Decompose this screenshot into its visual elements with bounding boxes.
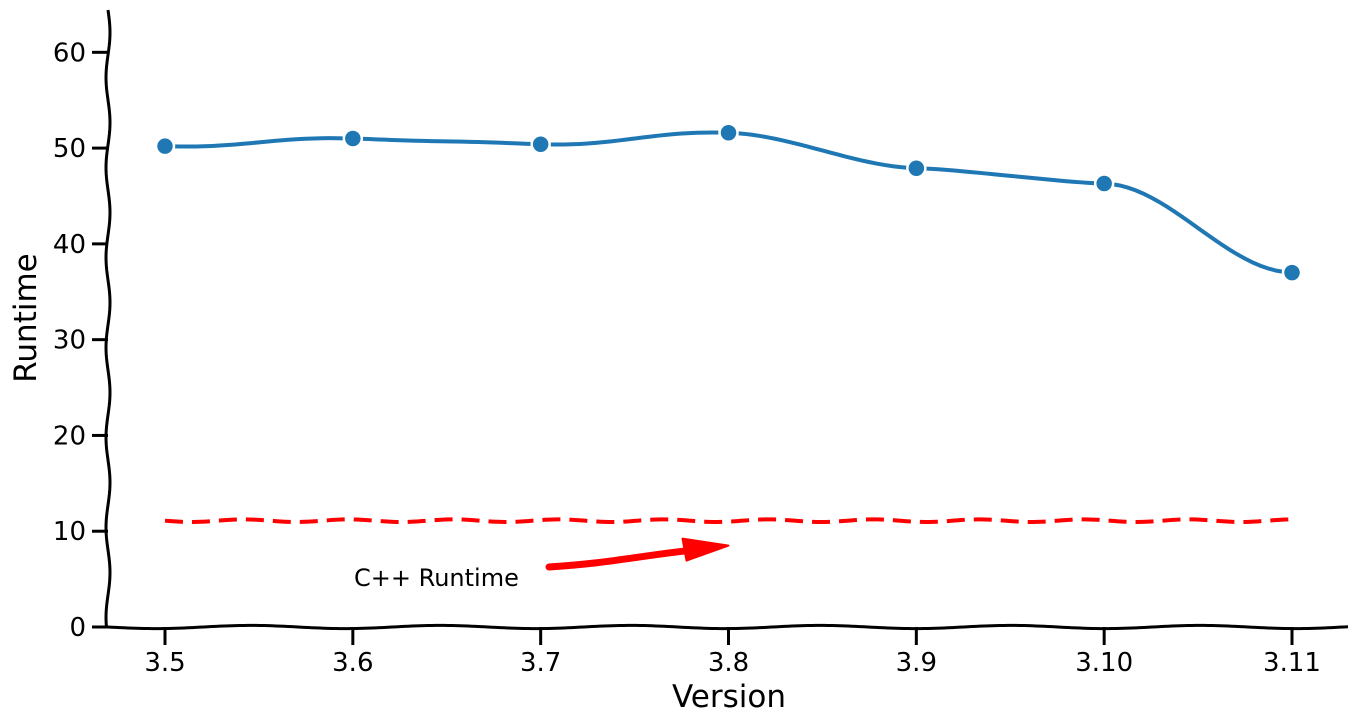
y-tick-label: 40	[53, 230, 86, 260]
y-tick-label: 10	[53, 517, 86, 547]
x-axis-title: Version	[672, 679, 786, 715]
y-axis-line	[104, 9, 112, 627]
series-line	[164, 517, 1290, 524]
data-point	[342, 128, 364, 149]
series-line	[164, 130, 1293, 275]
data-point	[530, 134, 551, 155]
annotation-arrow	[545, 547, 692, 571]
annotation-arrowhead	[681, 537, 730, 562]
x-tick-label: 3.9	[896, 648, 937, 678]
x-tick-label: 3.8	[708, 648, 749, 678]
y-tick-label: 30	[53, 326, 86, 356]
y-axis-title: Runtime	[8, 253, 44, 382]
x-tick-label: 3.6	[332, 648, 373, 678]
y-tick-label: 0	[69, 613, 86, 643]
y-tick-label: 50	[53, 134, 86, 164]
data-point	[1093, 173, 1115, 194]
y-tick-label: 60	[53, 38, 86, 68]
annotation-label: C++ Runtime	[354, 564, 519, 592]
data-point	[1281, 262, 1303, 283]
data-point	[906, 157, 927, 179]
data-point	[718, 122, 739, 144]
x-tick-label: 3.11	[1263, 648, 1321, 678]
data-point	[154, 135, 176, 157]
x-tick-label: 3.7	[520, 648, 561, 678]
y-tick-label: 20	[53, 421, 86, 451]
x-tick-label: 3.10	[1075, 648, 1133, 678]
x-tick-label: 3.5	[144, 648, 185, 678]
